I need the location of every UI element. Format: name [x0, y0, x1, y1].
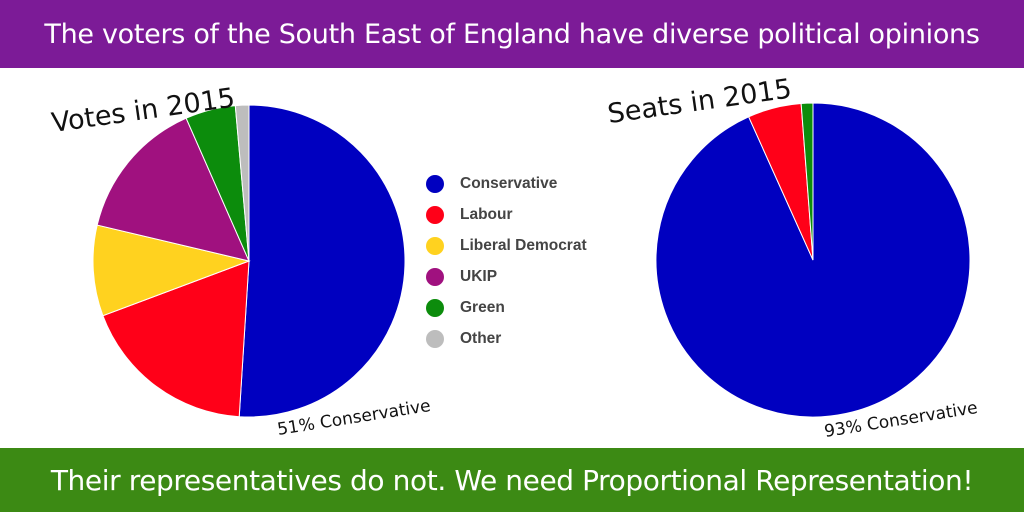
votes-pie — [92, 104, 406, 418]
legend-label: UKIP — [460, 267, 498, 285]
legend-item-conservative: Conservative — [426, 168, 616, 199]
legend-swatch-other — [426, 329, 444, 348]
legend-item-liberal-democrat: Liberal Democrat — [426, 230, 616, 261]
legend-swatch-ukip — [426, 267, 444, 286]
legend-item-labour: Labour — [426, 199, 616, 230]
legend-swatch-conservative — [426, 174, 444, 193]
pie-slice-green — [800, 102, 814, 261]
pie-slice-other — [234, 104, 250, 262]
seats-pie — [655, 102, 971, 418]
legend-item-green: Green — [426, 292, 616, 323]
footer-banner: Their representatives do not. We need Pr… — [0, 448, 1024, 512]
header-title: The voters of the South East of England … — [44, 18, 980, 50]
legend-label: Liberal Democrat — [460, 236, 587, 254]
legend-label: Conservative — [460, 174, 558, 192]
legend-label: Green — [460, 298, 505, 316]
legend-label: Other — [460, 329, 502, 347]
pie-slice-labour — [102, 260, 250, 418]
pie-slice-liberal-democrat — [92, 224, 251, 317]
legend-item-ukip: UKIP — [426, 261, 616, 292]
header-banner: The voters of the South East of England … — [0, 0, 1024, 68]
legend-swatch-labour — [426, 205, 444, 224]
legend-swatch-liberal-democrat — [426, 236, 444, 255]
legend-item-other: Other — [426, 323, 616, 354]
legend: Conservative Labour Liberal Democrat UKI… — [426, 168, 616, 354]
pie-slice-conservative — [238, 104, 406, 418]
footer-text: Their representatives do not. We need Pr… — [50, 463, 974, 497]
legend-swatch-green — [426, 298, 444, 317]
legend-label: Labour — [460, 205, 513, 223]
pie-slice-ukip — [96, 117, 250, 262]
